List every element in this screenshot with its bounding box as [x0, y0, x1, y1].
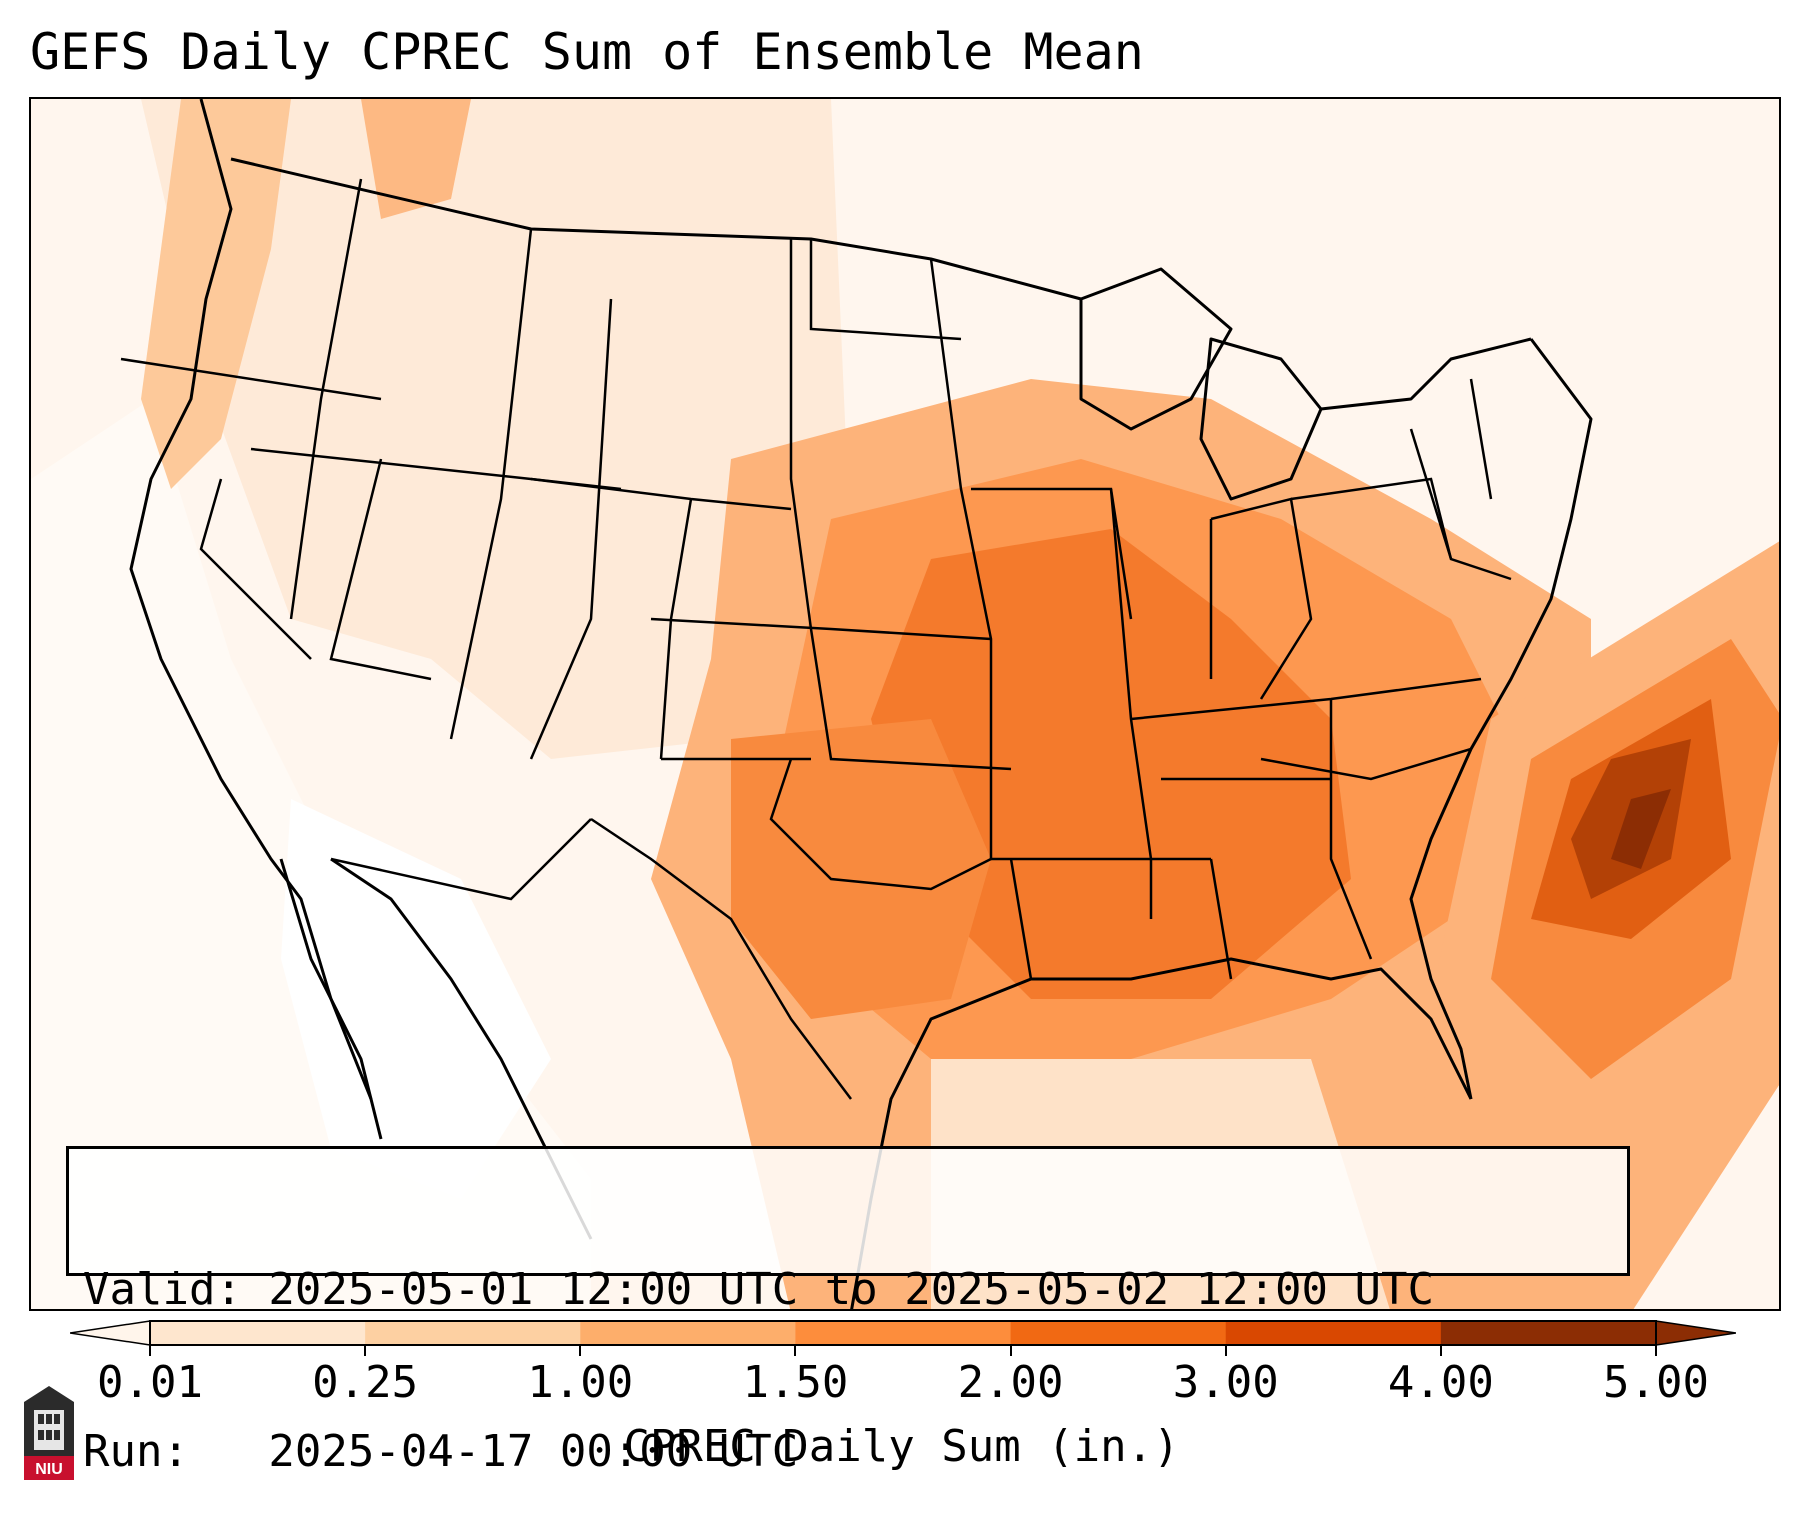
- colorbar-tick-label: 0.01: [97, 1357, 203, 1408]
- colorbar-tick-label: 0.25: [312, 1357, 419, 1408]
- colorbar: [70, 1320, 1736, 1346]
- colorbar-segment: [580, 1321, 796, 1345]
- university-building-icon: NIU: [24, 1386, 74, 1480]
- valid-time-text: Valid: 2025-05-01 12:00 UTC to 2025-05-0…: [83, 1264, 1435, 1315]
- colorbar-segment: [795, 1321, 1012, 1345]
- colorbar-tick-mark: [364, 1346, 367, 1356]
- colorbar-segment: [1440, 1321, 1657, 1345]
- map-title: GEFS Daily CPREC Sum of Ensemble Mean: [30, 23, 1144, 81]
- colorbar-tick-mark: [1009, 1346, 1012, 1356]
- colorbar-label: CPREC Daily Sum (in.): [623, 1421, 1180, 1472]
- colorbar-tick-label: 1.50: [742, 1357, 849, 1408]
- colorbar-tick-mark: [1224, 1346, 1227, 1356]
- precipitation-map: [31, 99, 1779, 1309]
- colorbar-tick-label: 4.00: [1387, 1357, 1494, 1408]
- colorbar-tick-mark: [794, 1346, 797, 1356]
- map-panel: [29, 97, 1781, 1311]
- colorbar-tick-label: 2.00: [957, 1357, 1064, 1408]
- colorbar-tick-mark: [579, 1346, 582, 1356]
- colorbar-tick-mark: [1655, 1346, 1657, 1356]
- colorbar-tick-label: 1.00: [527, 1357, 634, 1408]
- colorbar-segment: [1010, 1321, 1227, 1345]
- colorbar-tick-label: 5.00: [1603, 1357, 1709, 1408]
- colorbar-tick-label: 3.00: [1172, 1357, 1279, 1408]
- colorbar-extend-low: [70, 1320, 151, 1346]
- colorbar-segment: [1225, 1321, 1442, 1345]
- colorbar-segment: [365, 1321, 581, 1345]
- colorbar-extend-high: [1655, 1320, 1736, 1346]
- logo-text: NIU: [35, 1461, 63, 1478]
- colorbar-tick-mark: [1439, 1346, 1442, 1356]
- colorbar-tick-mark: [149, 1346, 151, 1356]
- validity-info-box: Valid: 2025-05-01 12:00 UTC to 2025-05-0…: [66, 1146, 1630, 1477]
- colorbar-segment: [150, 1321, 366, 1345]
- run-time-text: Run: 2025-04-17 00:00 UTC: [83, 1426, 799, 1477]
